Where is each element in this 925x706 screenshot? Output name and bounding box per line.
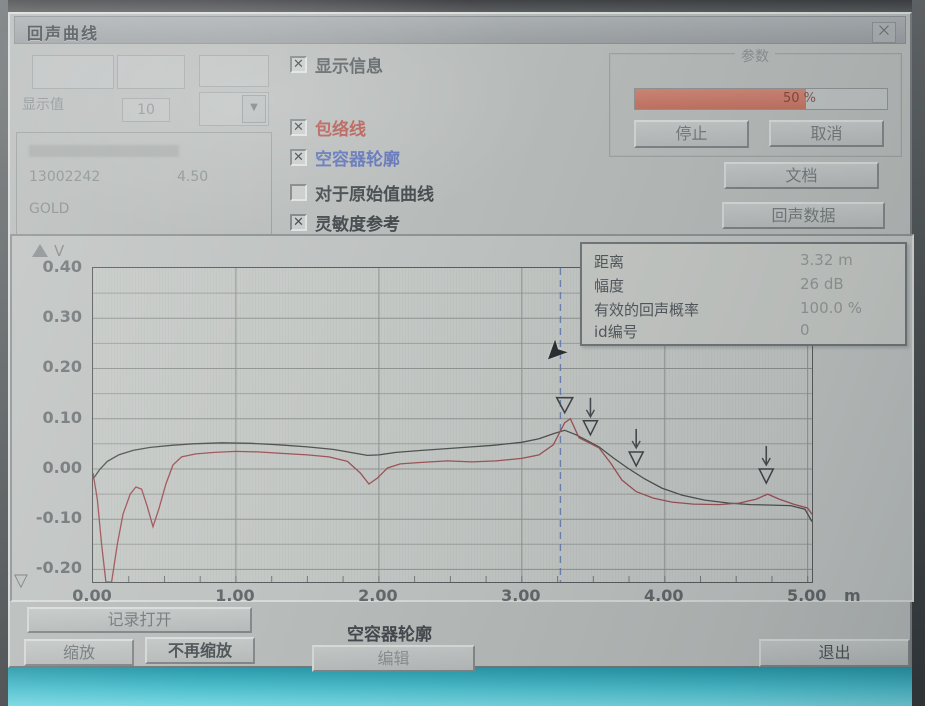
y-axis-unit: V [54,242,65,260]
tooltip-value: 0 [800,321,810,339]
checkbox-label: 空容器轮廓 [315,150,400,170]
y-tick-label: 0.00 [42,457,82,477]
edit-button-label: 编辑 [377,649,410,668]
device-id: 13002242 [29,169,101,185]
device-tag: GOLD [29,201,70,217]
echo-info-tooltip: 距离 3.32 m 幅度 26 dB 有效的回声概率 100.0 % id编号 … [580,242,907,346]
tooltip-label: 有效的回声概率 [594,301,700,319]
tooltip-row: id编号 0 [582,318,905,343]
edit-button[interactable]: 编辑 [312,645,475,672]
x-tick-label: 4.00 [644,586,684,605]
tooltip-label: 幅度 [594,277,625,295]
tooltip-label: 距离 [594,253,625,271]
checkbox-checked-icon[interactable]: ✕ [290,119,307,136]
y-tick-label: 0.40 [42,257,82,276]
zoom-button[interactable]: 缩放 [24,639,134,666]
close-button[interactable]: ⨉ [872,22,896,43]
checkbox-sensitivity-reference[interactable]: ✕ 灵敏度参考 [290,210,400,235]
no-zoom-button-label: 不再缩放 [167,641,232,660]
display-value-label: 显示值 [22,97,64,113]
stop-button[interactable]: 停止 [634,120,749,148]
y-tick-label: 0.20 [42,357,82,377]
empty-tank-profile-label: 空容器轮廓 [347,625,432,645]
y-tick-label: -0.10 [35,508,82,528]
progress-bar-fill [635,89,807,109]
plot-area[interactable] [92,267,813,583]
tooltip-value: 100.0 % [800,299,862,317]
checkbox-envelope[interactable]: ✕ 包络线 [290,115,366,140]
exit-button[interactable]: 退出 [759,639,910,667]
field-box-2[interactable] [117,55,185,89]
chevron-down-icon[interactable]: ▼ [242,95,266,123]
checkbox-label: 显示信息 [315,57,383,77]
checkbox-raw-value-curve[interactable]: ✕ 对于原始值曲线 [290,180,434,205]
close-icon: ⨉ [878,24,890,39]
display-value: 10 [137,102,155,118]
echo-data-button[interactable]: 回声数据 [722,202,885,229]
progress-bar: 50 % [634,88,888,110]
record-open-label: 记录打开 [107,610,172,629]
groupbox-title: 参数 [735,46,775,66]
checkbox-checked-icon[interactable]: ✕ [290,149,307,166]
tooltip-row: 幅度 26 dB [582,272,905,297]
screen-bezel-right [912,0,925,706]
x-tick-label: 2.00 [358,586,398,605]
field-box-3[interactable] [199,55,269,87]
checkbox-label: 包络线 [315,120,366,140]
stop-button-label: 停止 [675,124,708,143]
y-tick-label: 0.10 [42,407,82,427]
echo-curve-dialog: 回声曲线 ⨉ 显示值 10 ▼ 13002242 4.50 GOLD ✕ 显示信… [8,12,914,672]
dialog-title: 回声曲线 [27,24,100,43]
checkbox-empty-tank-profile[interactable]: ✕ 空容器轮廓 [290,145,400,170]
display-mode-combobox[interactable]: ▼ [199,92,269,126]
checkbox-checked-icon[interactable]: ✕ [290,56,307,73]
zoom-button-label: 缩放 [62,643,95,662]
x-axis-unit: m [844,586,861,605]
checkbox-label: 灵敏度参考 [315,215,400,235]
info-smudge-line [29,145,179,157]
x-tick-label: 5.00 [786,586,827,605]
record-open-button[interactable]: 记录打开 [27,607,252,633]
exit-button-label: 退出 [818,643,851,662]
tooltip-row: 有效的回声概率 100.0 % [582,296,905,321]
checkbox-unchecked-icon[interactable]: ✕ [290,184,307,201]
checkbox-show-info[interactable]: ✕ 显示信息 [290,52,383,77]
screen-bezel-left [0,0,8,706]
document-button-label: 文档 [785,166,818,185]
x-tick-label: 3.00 [501,586,541,605]
cancel-button-label: 取消 [810,124,843,143]
cancel-button[interactable]: 取消 [769,120,884,147]
y-axis-up-arrow-icon [32,244,48,257]
y-axis-down-arrow-icon: ▽ [14,570,28,591]
screen-bezel-top [0,0,925,12]
tooltip-value: 26 dB [800,275,844,293]
x-tick-label: 0.00 [72,586,112,605]
echo-data-button-label: 回声数据 [771,206,836,225]
tooltip-row: 距离 3.32 m [582,248,905,273]
title-bar[interactable]: 回声曲线 [14,16,906,44]
device-info-box: 13002242 4.50 GOLD [16,132,272,236]
checkbox-label: 对于原始值曲线 [315,185,434,205]
no-zoom-button[interactable]: 不再缩放 [145,637,255,664]
y-tick-label: 0.30 [42,307,82,327]
tooltip-value: 3.32 m [800,251,853,269]
document-button[interactable]: 文档 [724,162,879,189]
parameter-groupbox: 参数 50 % 停止 取消 [609,46,902,157]
tooltip-label: id编号 [594,323,638,341]
field-box-1[interactable] [32,55,114,89]
display-value-field[interactable]: 10 [122,98,170,122]
y-tick-label: -0.20 [35,558,82,578]
desktop-background [0,666,925,706]
device-range: 4.50 [177,169,209,185]
echo-curve-chart-panel: V ▽ 0.40 0.30 0.20 0.10 0.00 -0.10 -0.20 0.00 1… [10,234,914,605]
x-tick-label: 1.00 [215,586,255,605]
checkbox-checked-icon[interactable]: ✕ [290,214,307,231]
progress-value: 50 % [783,91,817,106]
